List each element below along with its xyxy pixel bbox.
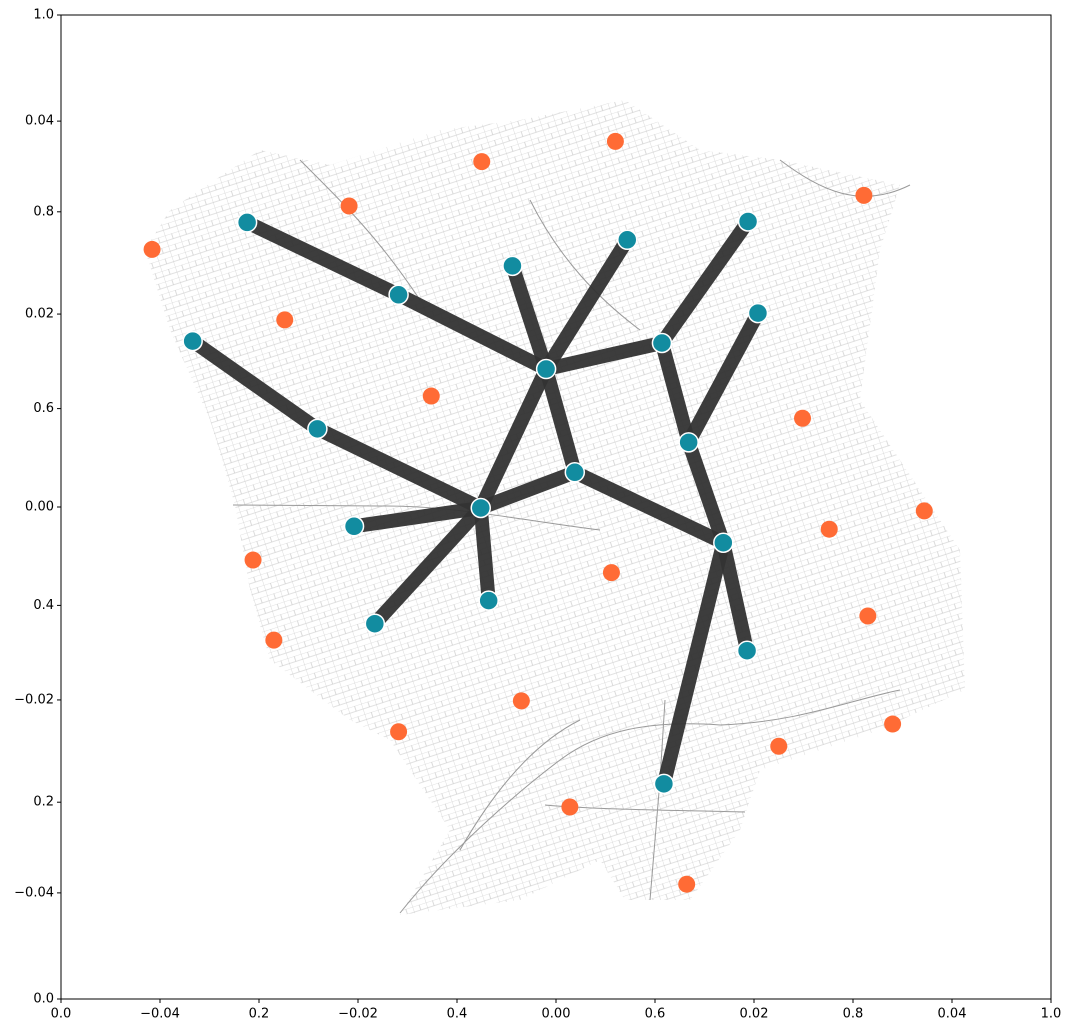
x-tick-label: 0.4 (447, 1007, 468, 1022)
point (422, 387, 440, 405)
edge (682, 440, 730, 545)
y-tick-label: 0.0 (33, 992, 54, 1007)
edge (395, 288, 550, 376)
node (182, 330, 203, 352)
node (653, 773, 675, 795)
edge (544, 336, 664, 376)
edge (682, 309, 765, 446)
point (473, 153, 491, 171)
y-tick-label: 0.8 (33, 204, 54, 219)
node (535, 358, 557, 380)
point (561, 798, 579, 816)
y-tick-label: 0.04 (25, 114, 54, 129)
point (512, 692, 530, 710)
x-tick-label: 0.0 (51, 1007, 72, 1022)
x-tick-label: −0.04 (140, 1007, 180, 1022)
x-tick-label: 1.0 (1041, 1007, 1062, 1022)
node (307, 418, 328, 440)
x-tick-label: 0.02 (740, 1007, 769, 1022)
edge (353, 501, 482, 534)
node (564, 462, 586, 483)
node (343, 516, 365, 537)
y-tick-label: −0.04 (14, 885, 54, 900)
y-tick-label: 0.2 (33, 795, 54, 810)
node (470, 497, 492, 519)
point (143, 240, 161, 258)
point (265, 631, 283, 649)
node (651, 332, 673, 354)
point (276, 311, 294, 329)
y-tick-label: 0.4 (33, 598, 54, 613)
point (884, 715, 902, 733)
point (602, 564, 620, 582)
edge (369, 503, 486, 629)
point (678, 875, 696, 893)
edge (505, 263, 553, 372)
node (678, 432, 699, 453)
point (820, 520, 838, 538)
edge (474, 366, 553, 511)
y-tick-label: 0.00 (25, 500, 54, 515)
y-tick-label: 0.6 (33, 401, 54, 416)
y-tick-label: 1.0 (33, 8, 54, 23)
street-map (145, 100, 965, 915)
edge (244, 216, 402, 302)
node (478, 590, 499, 611)
node (388, 284, 409, 306)
point (915, 502, 933, 520)
point (244, 551, 262, 569)
x-tick-label: 0.00 (542, 1007, 571, 1022)
point (606, 132, 624, 150)
edge (716, 541, 754, 653)
x-tick-label: 0.6 (645, 1007, 666, 1022)
edge (571, 465, 727, 550)
edge (655, 341, 696, 445)
x-tick-label: 0.8 (843, 1007, 864, 1022)
point (794, 409, 812, 427)
edge (539, 367, 582, 475)
node (737, 211, 759, 232)
node (502, 255, 523, 277)
y-tick-label: −0.02 (14, 692, 54, 707)
edge (314, 422, 484, 515)
node (713, 532, 734, 553)
edge (478, 465, 578, 515)
edge (188, 335, 322, 435)
edge (657, 541, 731, 786)
point (770, 737, 788, 755)
point (855, 186, 873, 204)
x-tick-label: −0.02 (338, 1007, 378, 1022)
edge (656, 217, 754, 348)
node (747, 302, 769, 324)
node (236, 212, 258, 233)
point (340, 197, 358, 215)
edge (473, 507, 496, 602)
x-tick-label: 0.04 (938, 1007, 967, 1022)
node (736, 640, 758, 661)
point (859, 607, 877, 625)
node (617, 229, 638, 251)
y-tick-label: 0.02 (25, 307, 54, 322)
plot: 0.0 0.2 0.4 0.6 0.8 1.0 0.0 0.2 0.4 0.6 0.8 1.0 −0.0… (14, 8, 1061, 1022)
node (364, 613, 386, 634)
edge (540, 236, 634, 373)
point (390, 723, 408, 741)
x-tick-label: 0.2 (249, 1007, 270, 1022)
